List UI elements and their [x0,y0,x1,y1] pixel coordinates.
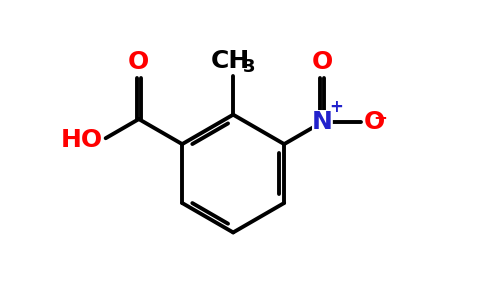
Text: CH: CH [211,50,250,74]
Text: −: − [373,108,387,126]
Text: O: O [363,110,385,134]
Text: HO: HO [60,128,103,152]
Text: N: N [312,110,333,134]
Text: O: O [128,50,150,74]
Text: O: O [312,50,333,74]
Text: +: + [329,98,343,116]
Text: 3: 3 [242,58,255,76]
